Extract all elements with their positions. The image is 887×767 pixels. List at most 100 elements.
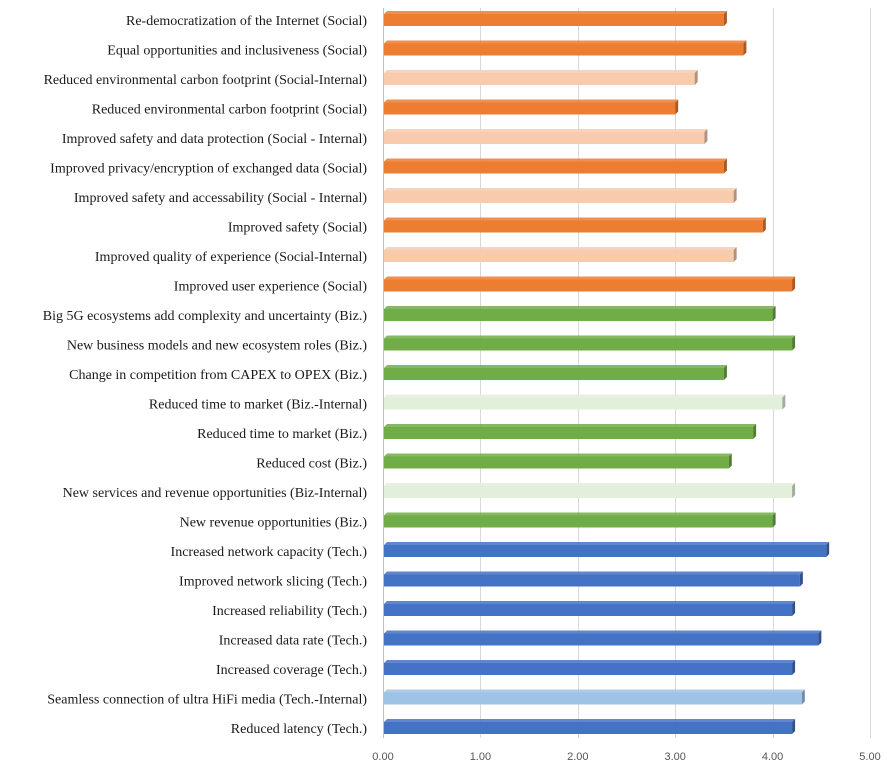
category-label: Reduced cost (Biz.) (256, 457, 367, 472)
bar-side-face (743, 40, 747, 56)
bar-front-face (384, 633, 819, 646)
bar (384, 335, 796, 351)
category-label: Re-democratization of the Internet (Soci… (126, 14, 367, 29)
x-tick-label: 1.00 (470, 751, 491, 763)
bar-front-face (384, 309, 773, 321)
bars (384, 11, 830, 734)
bar (384, 453, 732, 469)
category-label: Improved safety and data protection (Soc… (62, 132, 367, 147)
bar-side-face (675, 99, 679, 115)
bar (384, 40, 747, 56)
bar-top-face (384, 365, 727, 368)
bar-top-face (384, 247, 737, 250)
category-label: Reduced environmental carbon footprint (… (44, 73, 368, 88)
category-label: Improved user experience (Social) (174, 280, 368, 295)
bar-top-face (384, 129, 708, 132)
bar (384, 660, 796, 675)
bar-top-face (384, 335, 796, 339)
bar-front-face (384, 663, 793, 675)
bar (384, 247, 737, 262)
bar (384, 394, 786, 410)
bar-side-face (792, 719, 796, 734)
bar-front-face (384, 604, 793, 616)
bar-side-face (801, 689, 805, 705)
bar-front-face (384, 722, 793, 734)
bar (384, 306, 776, 321)
x-tick-label: 5.00 (859, 751, 880, 763)
bar (384, 542, 830, 557)
bar-top-face (384, 542, 830, 545)
bar-front-face (384, 191, 734, 203)
bar (384, 188, 737, 203)
x-tick-label: 4.00 (762, 751, 783, 763)
bar-top-face (384, 453, 732, 457)
category-label: Change in competition from CAPEX to OPEX… (69, 368, 367, 383)
category-label: Improved privacy/encryption of exchanged… (50, 162, 367, 177)
bar-side-face (733, 247, 737, 262)
bar-top-face (384, 424, 757, 427)
category-label: New revenue opportunities (Biz.) (180, 516, 368, 531)
category-label: Reduced latency (Tech.) (231, 722, 368, 737)
category-label: Reduced environmental carbon footprint (… (92, 103, 368, 118)
bar (384, 129, 708, 144)
bar-top-face (384, 276, 796, 280)
bar (384, 70, 698, 85)
bar-side-face (792, 483, 796, 498)
bar-front-face (384, 486, 793, 498)
bar-top-face (384, 11, 727, 14)
bar (384, 719, 796, 734)
bar-front-face (384, 692, 802, 705)
bar (384, 601, 796, 616)
bar-side-face (792, 601, 796, 616)
category-label: Reduced time to market (Biz.) (197, 427, 367, 442)
bar-side-face (818, 630, 822, 646)
category-label: Big 5G ecosystems add complexity and unc… (43, 309, 368, 324)
bar (384, 217, 766, 233)
bar-side-face (694, 70, 698, 85)
bar-side-face (826, 542, 830, 557)
bar-side-face (782, 394, 786, 410)
bar-front-face (384, 73, 695, 85)
bar-front-face (384, 250, 734, 262)
category-label: Improved network slicing (Tech.) (179, 575, 367, 590)
bar (384, 424, 757, 439)
bar-top-face (384, 512, 776, 516)
bar-top-face (384, 719, 796, 722)
bar (384, 512, 776, 528)
bar-top-face (384, 571, 803, 575)
bar-top-face (384, 689, 805, 693)
category-label: New business models and new ecosystem ro… (67, 339, 367, 354)
category-label: Equal opportunities and inclusiveness (S… (107, 44, 367, 59)
category-label: Improved safety and accessability (Socia… (74, 191, 367, 206)
bar-side-face (723, 11, 727, 26)
bar-side-face (704, 129, 708, 144)
category-label: Increased data rate (Tech.) (219, 634, 368, 649)
bar-side-face (799, 571, 803, 587)
bar-front-face (384, 545, 827, 557)
bar (384, 365, 727, 380)
bar-front-face (384, 574, 800, 587)
bar-front-face (384, 515, 773, 528)
bar (384, 276, 796, 292)
bar-side-face (792, 660, 796, 675)
bar-side-face (792, 335, 796, 351)
bar-side-face (753, 424, 757, 439)
bar-side-face (733, 188, 737, 203)
bar-top-face (384, 70, 698, 73)
bar-top-face (384, 630, 822, 634)
bar-side-face (772, 512, 776, 528)
bar-top-face (384, 306, 776, 309)
bar-top-face (384, 188, 737, 191)
bar (384, 11, 727, 26)
x-tick-label: 0.00 (372, 751, 393, 763)
category-label: Improved quality of experience (Social-I… (95, 250, 367, 265)
bar (384, 99, 679, 115)
bar-front-face (384, 456, 729, 469)
x-tick-labels: 0.00 1.00 2.00 3.00 4.00 5.00 (372, 751, 880, 763)
category-label: Increased network capacity (Tech.) (171, 545, 368, 560)
bar-side-face (762, 217, 766, 233)
bar-top-face (384, 394, 786, 398)
bar-side-face (723, 365, 727, 380)
bar-front-face (384, 43, 744, 56)
